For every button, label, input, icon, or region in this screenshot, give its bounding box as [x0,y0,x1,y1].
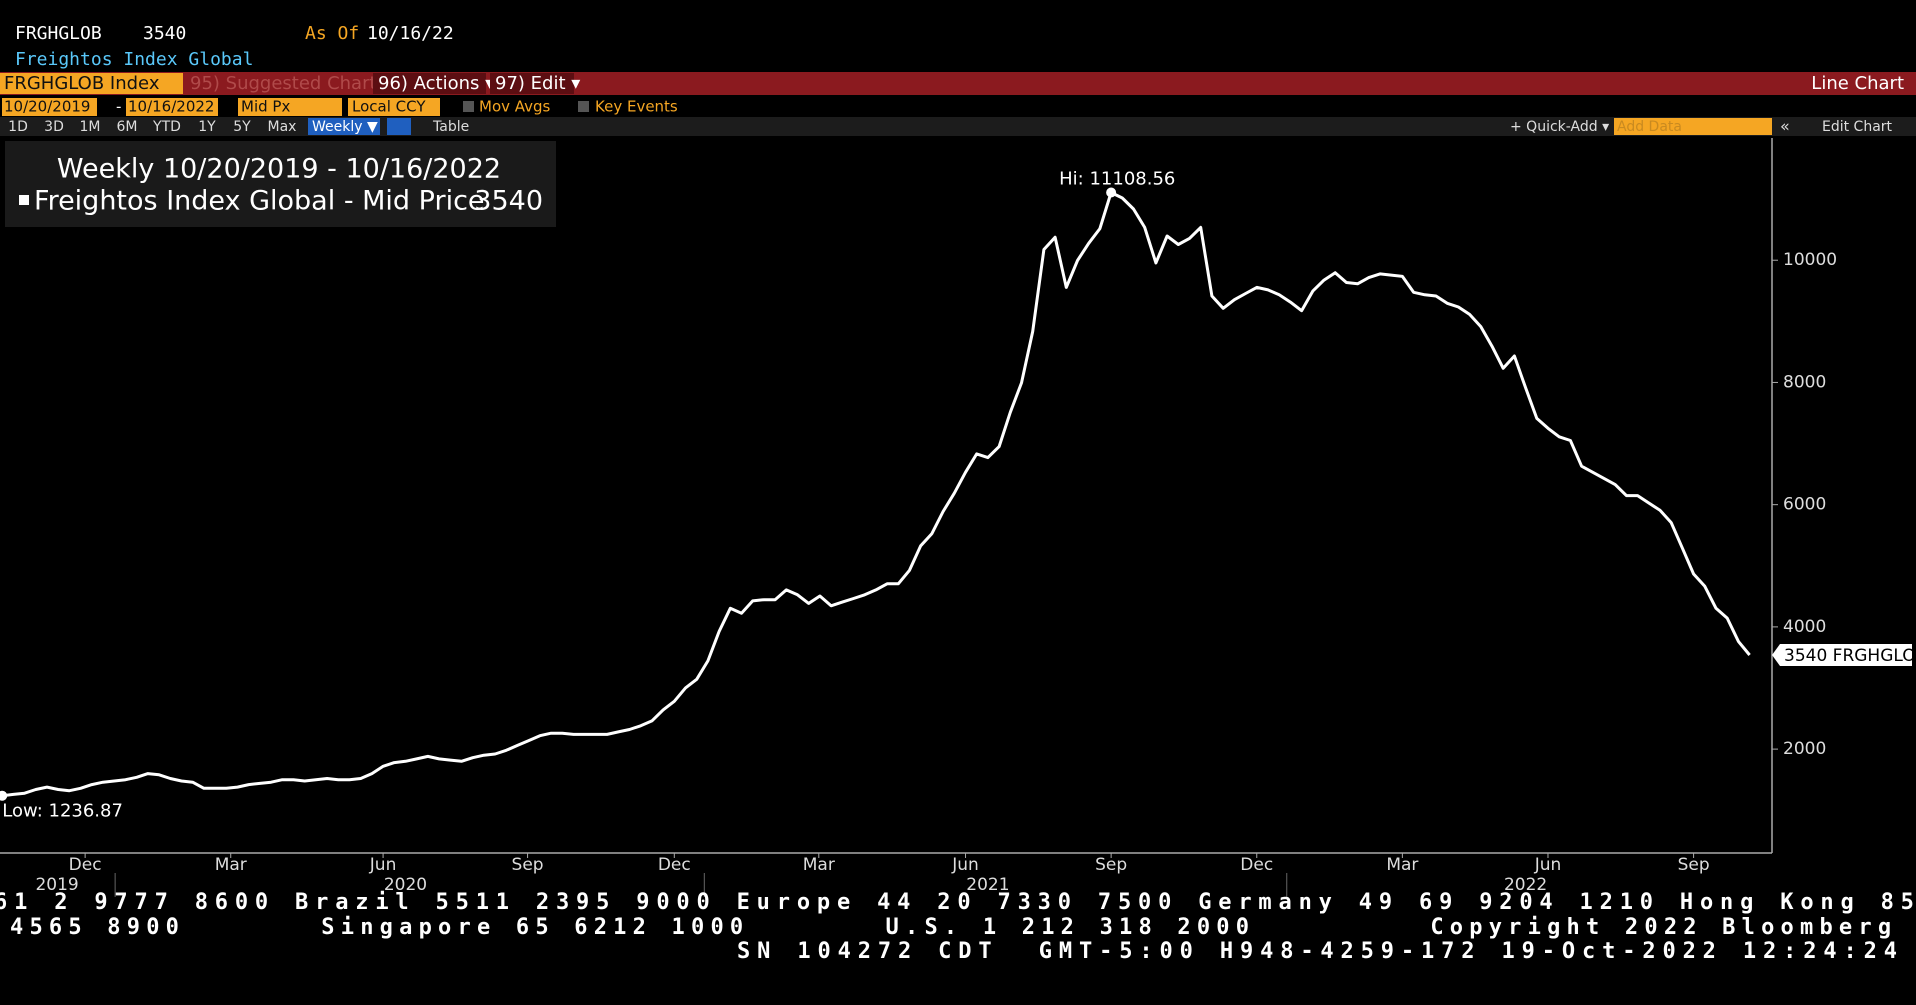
low-label-value: 1236.87 [49,801,123,822]
add-data-field[interactable] [1614,118,1772,135]
key-events-checkbox[interactable] [578,101,589,112]
actions-button[interactable] [373,73,486,94]
x-tick-label: Jun [1534,855,1562,875]
x-tick-label: Mar [803,855,835,875]
start-date-field[interactable] [2,98,97,116]
legend-swatch [19,195,29,205]
y-tick-label: 8000 [1783,372,1826,392]
period-button[interactable]: 1M [80,119,101,135]
period-button[interactable]: 6M [117,119,138,135]
low-marker [0,790,8,801]
actions-text: 96) Actions ▾ [378,73,494,94]
y-tick-label: 4000 [1783,617,1826,637]
edit-chart[interactable]: Edit Chart [1822,119,1893,135]
as-of-label: As Of [305,23,359,44]
x-tick-label: Mar [1386,855,1418,875]
legend-box [5,141,556,227]
period-button[interactable]: Max [268,119,297,135]
last-price-tag [1772,644,1912,666]
x-tick-label: Sep [1678,855,1710,875]
x-tick-label: Dec [658,855,691,875]
legend-entry: Freightos Index Global - Mid Price [34,186,485,217]
x-tick-label: Mar [215,855,247,875]
end-date-field[interactable] [126,98,218,116]
period-button[interactable]: 1Y [198,119,216,135]
legend-value: 3540 [474,186,543,217]
x-tick-label: Sep [512,855,544,875]
year-label: 2019 [35,875,78,895]
hi-label: Hi: 11108.56 [1059,168,1175,189]
key-events: Key Events [595,98,678,116]
price-line [2,191,1751,798]
currency-select[interactable] [348,98,440,116]
security-name: Freightos Index Global [15,49,253,70]
last-price-value: 3540 [1784,646,1827,666]
field-text: Mid Px [241,98,290,116]
x-tick-label: Dec [1240,855,1273,875]
security-field[interactable] [0,73,183,94]
x-tick-label: Sep [1095,855,1127,875]
footer-line: 61 2 9777 8600 Brazil 5511 2395 9000 Eur… [0,890,1916,915]
year-label: 2021 [966,875,1009,895]
edit-button[interactable] [490,73,574,94]
currency-text: Local CCY [352,98,426,116]
year-label: 2020 [384,875,427,895]
field-select[interactable] [238,98,342,116]
frequency-text: Weekly ▼ [312,119,378,135]
period-button[interactable]: 3D [44,119,64,135]
last-price-label: 3540 FRGHGLOB [1784,646,1916,666]
ticker: FRGHGLOB [15,23,102,44]
edit-text: 97) Edit ▾ [495,73,580,94]
quick-add[interactable]: + Quick-Add ▾ [1510,119,1609,135]
x-tick-label: Jun [951,855,979,875]
mov-avgs-checkbox[interactable] [463,101,474,112]
low-label-prefix: Low: [2,801,43,822]
suggested-charts[interactable]: 95) Suggested Charts [190,73,386,94]
y-tick-label: 6000 [1783,495,1826,515]
end-date: 10/16/2022 [128,98,214,116]
chart-icon-button[interactable] [387,118,411,135]
date-dash: - [116,98,121,116]
footer-line: 4565 8900 Singapore 65 6212 1000 U.S. 1 … [10,915,1916,940]
frequency-button[interactable] [308,118,380,135]
last-price-ticker: FRGHGLOB [1833,646,1916,666]
table-button[interactable]: Table [432,119,469,135]
hi-label-value: 11108.56 [1089,168,1175,189]
security-field-text: FRGHGLOB Index [4,73,160,94]
footer-line: SN 104272 CDT GMT-5:00 H948-4259-172 19-… [737,939,1897,964]
add-data-placeholder: Add Data [1617,119,1682,135]
year-label: 2022 [1504,875,1547,895]
hi-marker [1106,187,1117,198]
period-button[interactable]: YTD [152,119,181,135]
x-tick-label: Jun [369,855,397,875]
hi-label-prefix: Hi: [1059,168,1084,189]
period-button[interactable]: 1D [8,119,28,135]
as-of-date: 10/16/22 [367,23,454,44]
low-label: Low: 1236.87 [2,801,123,822]
mov-avgs: Mov Avgs [479,98,551,116]
collapse[interactable]: « [1780,117,1790,136]
y-tick-label: 10000 [1783,250,1837,270]
start-date: 10/20/2019 [4,98,90,116]
legend-title: Weekly 10/20/2019 - 10/16/2022 [57,154,501,185]
price: 3540 [143,23,186,44]
y-tick-label: 2000 [1783,739,1826,759]
toolbar [0,117,1916,136]
chart-type: Line Chart [1811,73,1904,94]
period-button[interactable]: 5Y [233,119,251,135]
x-tick-label: Dec [69,855,102,875]
